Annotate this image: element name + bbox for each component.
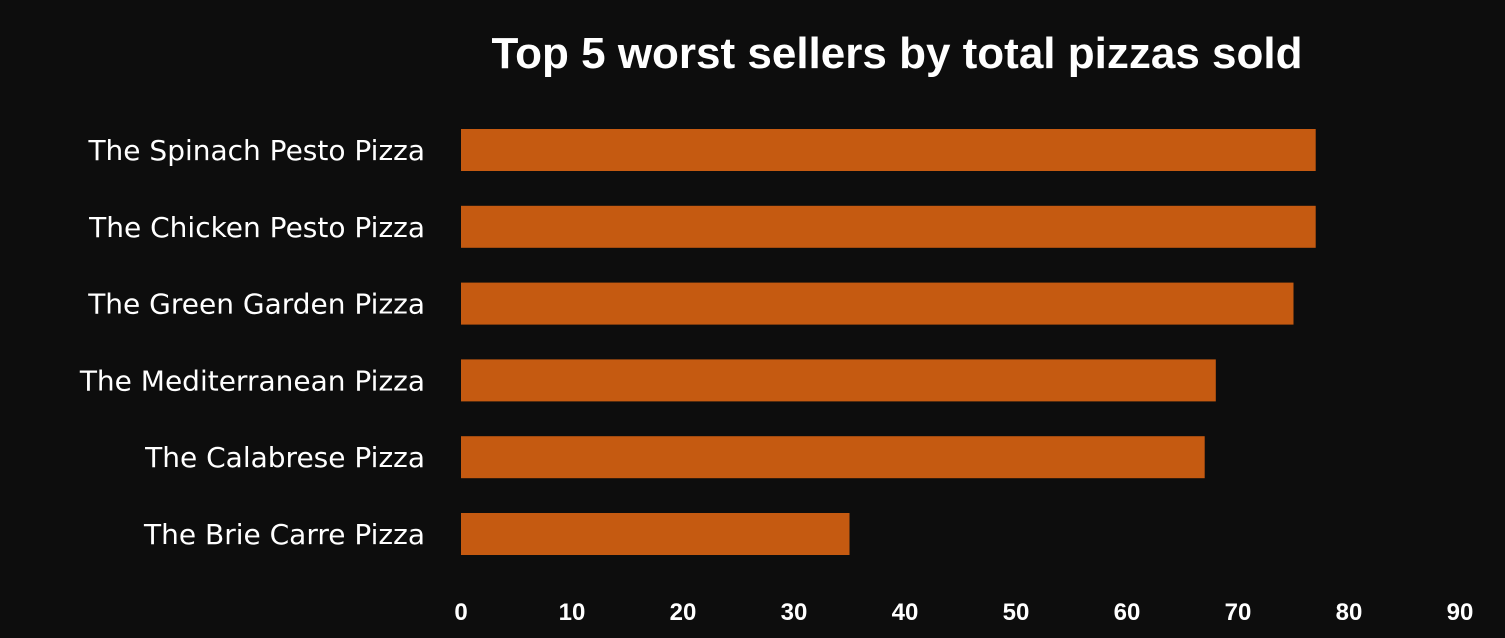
bar (461, 129, 1316, 171)
category-label: The Spinach Pesto Pizza (87, 134, 425, 167)
category-labels: The Spinach Pesto Pizza The Chicken Pesto… (79, 134, 425, 551)
category-label: The Calabrese Pizza (144, 441, 425, 474)
bars-group (461, 129, 1316, 555)
category-label: The Brie Carre Pizza (143, 518, 425, 551)
bar (461, 513, 850, 555)
x-tick-label: 90 (1447, 599, 1474, 626)
x-tick-label: 60 (1114, 599, 1141, 626)
chart-title: Top 5 worst sellers by total pizzas sold (492, 29, 1303, 78)
x-tick-label: 0 (454, 599, 467, 626)
x-tick-label: 50 (1003, 599, 1030, 626)
x-tick-label: 80 (1336, 599, 1363, 626)
x-tick-label: 10 (559, 599, 586, 626)
bar (461, 359, 1216, 402)
bar (461, 436, 1205, 479)
category-label: The Mediterranean Pizza (79, 364, 425, 397)
x-tick-label: 30 (781, 599, 808, 626)
x-tick-label: 40 (892, 599, 919, 626)
x-axis-tick-labels: 0 10 20 30 40 50 60 70 80 90 (454, 599, 1473, 626)
category-label: The Green Garden Pizza (87, 288, 425, 321)
bar (461, 205, 1316, 248)
bar (461, 282, 1294, 325)
x-tick-label: 70 (1225, 599, 1252, 626)
x-tick-label: 20 (670, 599, 697, 626)
category-label: The Chicken Pesto Pizza (88, 211, 425, 244)
